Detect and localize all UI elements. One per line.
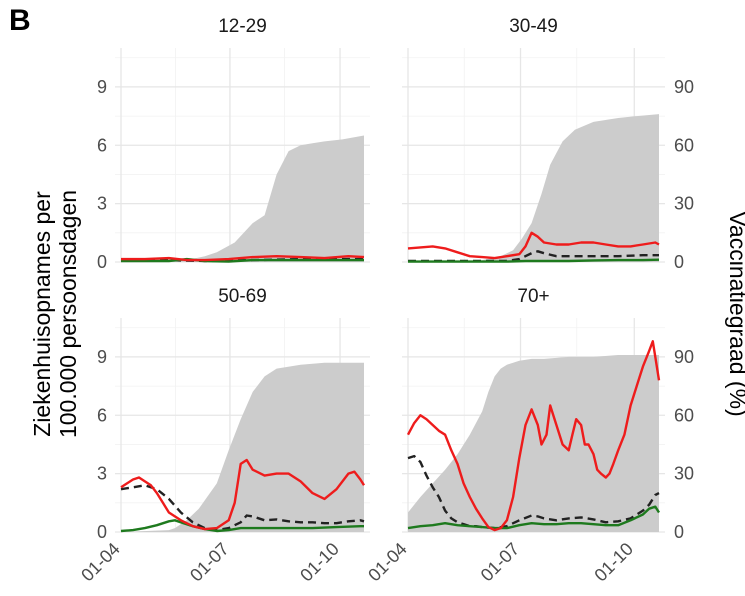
facet-title: 50-69	[218, 286, 267, 307]
y-tick-label: 0	[97, 252, 107, 272]
line-all	[407, 454, 660, 530]
x-tick-label: 01-04	[364, 539, 411, 586]
y-tick-label: 3	[97, 464, 107, 484]
line-unvaccinated	[120, 458, 366, 531]
line-vaccinated	[407, 505, 661, 530]
y2-tick-label: 30	[674, 464, 694, 484]
line-unvaccinated	[407, 231, 660, 260]
line-vaccinated	[121, 257, 364, 263]
x-tick-label: 01-07	[186, 539, 233, 586]
line-vaccinated	[120, 519, 364, 533]
facet-30-49: 30-49 0 30 60 90	[402, 16, 694, 272]
facets-group: 12-29 0 3 6 9 30-49 0 30 60 90 50-69 0 3 6 9 01-04 01-07…	[77, 16, 694, 585]
vaccination-area	[408, 114, 659, 262]
x-tick-label: 01-04	[77, 539, 124, 586]
y-tick-label: 9	[97, 347, 107, 367]
y-tick-label: 6	[97, 405, 107, 425]
y-axis-title-line-2: 100.000 persoonsdagen	[55, 190, 81, 438]
facet-70+: 70+ 0 30 60 90 01-04 01-07 01-10	[364, 286, 694, 585]
y2-tick-label: 0	[674, 522, 684, 542]
facet-title: 12-29	[218, 16, 267, 37]
y2-tick-label: 0	[674, 252, 684, 272]
line-unvaccinated	[121, 255, 365, 262]
panel-label: B	[9, 4, 31, 37]
y2-axis-title: Vaccinatiegraad (%)	[725, 211, 745, 416]
line-all	[120, 484, 365, 532]
y2-tick-label: 30	[674, 194, 694, 214]
y2-tick-label: 60	[674, 135, 694, 155]
line-vaccinated	[408, 258, 660, 263]
facet-12-29: 12-29 0 3 6 9	[97, 16, 370, 272]
vaccination-area	[408, 355, 659, 532]
x-tick-label: 01-10	[590, 539, 637, 586]
vaccination-area	[121, 135, 364, 262]
facet-title: 70+	[517, 286, 549, 307]
y-tick-label: 3	[97, 194, 107, 214]
vaccination-area	[121, 362, 364, 532]
x-tick-label: 01-07	[477, 539, 524, 586]
y2-tick-label: 60	[674, 405, 694, 425]
facet-50-69: 50-69 0 3 6 9 01-04 01-07 01-10	[77, 286, 370, 585]
x-tick-label: 01-10	[296, 539, 343, 586]
y2-tick-label: 90	[674, 347, 694, 367]
line-unvaccinated	[406, 340, 661, 532]
y-tick-label: 6	[97, 135, 107, 155]
y-tick-label: 0	[97, 522, 107, 542]
y2-tick-label: 90	[674, 77, 694, 97]
facet-title: 30-49	[509, 16, 558, 37]
y-axis-title-line-1: Ziekenhuisopnames per	[29, 191, 55, 437]
y-tick-label: 9	[97, 77, 107, 97]
